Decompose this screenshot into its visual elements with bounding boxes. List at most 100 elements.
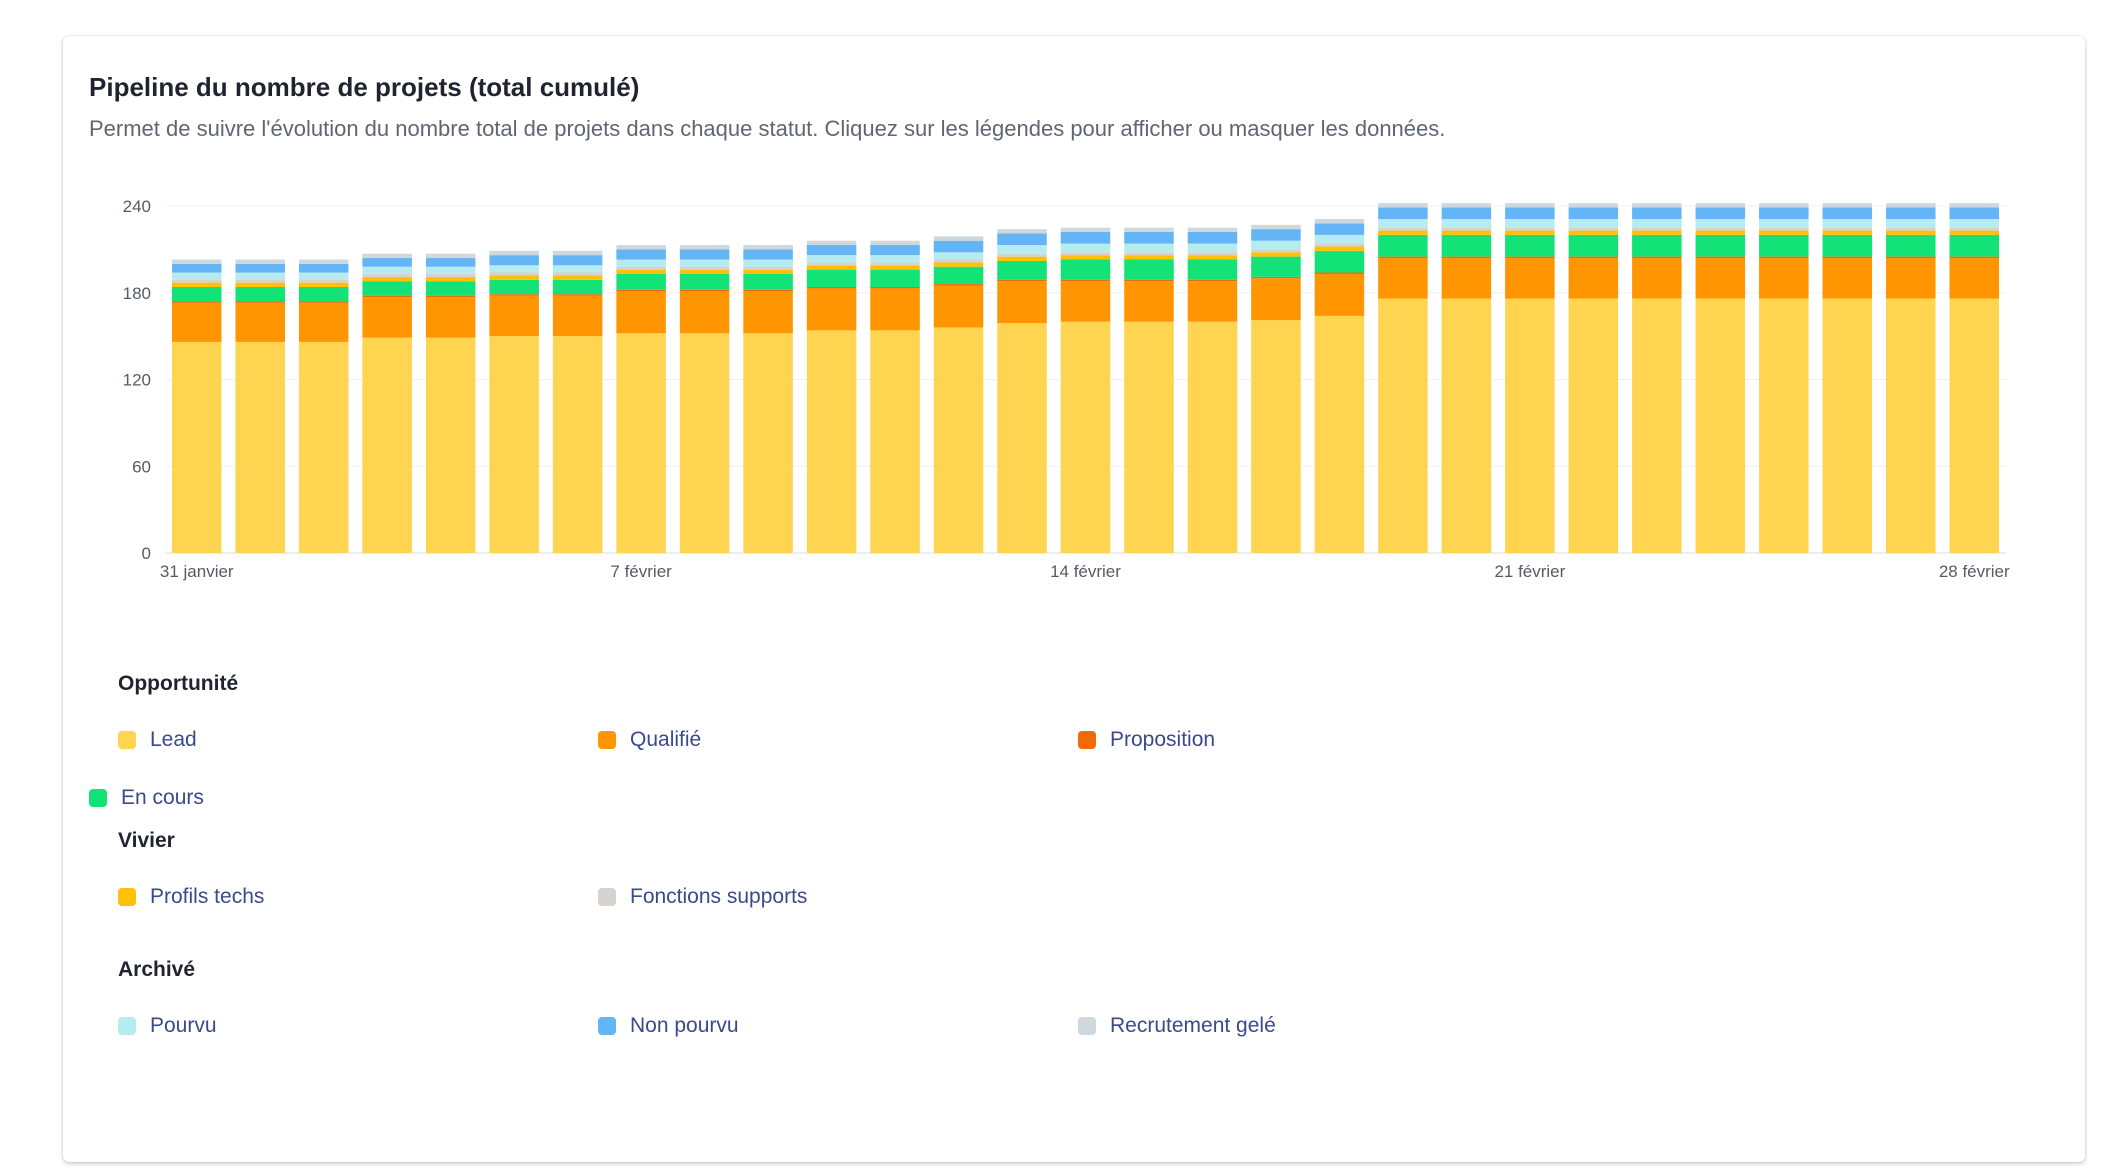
bar-segment-16-2 (1188, 280, 1238, 281)
bar-segment-13-4 (997, 257, 1047, 261)
bar-segment-11-7 (870, 245, 920, 255)
bar-segment-10-4 (807, 265, 857, 269)
bar-segment-2-0 (299, 342, 349, 553)
legend-item-pourvu[interactable]: Pourvu (118, 1014, 217, 1038)
x-tick-label-28: 28 février (1939, 562, 2010, 581)
bar-segment-19-0 (1378, 299, 1428, 553)
bar-segment-11-5 (870, 262, 920, 265)
bar-segment-28-0 (1950, 299, 2000, 553)
bar-segment-28-8 (1950, 203, 2000, 207)
bar-segment-27-3 (1886, 235, 1936, 257)
legend-item-recrutement-gele[interactable]: Recrutement gelé (1078, 1014, 1276, 1038)
bar-segment-27-8 (1886, 203, 1936, 207)
bar-segment-18-1 (1315, 274, 1365, 316)
bar-segment-4-2 (426, 296, 476, 297)
bar-segment-8-3 (680, 274, 730, 290)
legend-item-en-cours[interactable]: En cours (89, 786, 204, 810)
bar-segment-16-6 (1188, 244, 1238, 253)
bar-segment-20-5 (1442, 228, 1492, 231)
bar-segment-19-2 (1378, 257, 1428, 258)
bar-segment-3-1 (362, 297, 412, 337)
bar-segment-23-2 (1632, 257, 1682, 258)
bar-segment-27-6 (1886, 219, 1936, 228)
bar-segment-7-5 (616, 267, 666, 270)
bar-segment-2-7 (299, 264, 349, 273)
bar-segment-20-6 (1442, 219, 1492, 228)
bar-segment-9-2 (743, 290, 793, 291)
bar-segment-27-4 (1886, 231, 1936, 235)
bar-segment-12-6 (934, 252, 984, 259)
bar-segment-11-2 (870, 287, 920, 288)
pipeline-card: Pipeline du nombre de projets (total cum… (63, 36, 2085, 1162)
bar-segment-17-1 (1251, 278, 1301, 320)
bar-segment-25-2 (1759, 257, 1809, 258)
bar-segment-20-1 (1442, 258, 1492, 298)
bar-segment-24-4 (1696, 231, 1746, 235)
legend-label-non-pourvu: Non pourvu (630, 1014, 739, 1038)
bar-segment-7-7 (616, 249, 666, 259)
bar-segment-6-8 (553, 251, 603, 255)
bar-segment-20-0 (1442, 299, 1492, 553)
legend-item-qualifie[interactable]: Qualifié (598, 728, 701, 752)
bar-segment-4-6 (426, 267, 476, 274)
bar-segment-24-2 (1696, 257, 1746, 258)
bar-segment-13-0 (997, 323, 1047, 553)
bar-segment-27-5 (1886, 228, 1936, 231)
bar-segment-13-6 (997, 245, 1047, 254)
bar-segment-19-7 (1378, 207, 1428, 219)
bar-segment-22-5 (1569, 228, 1619, 231)
bar-segment-14-4 (1061, 255, 1111, 259)
bar-segment-25-1 (1759, 258, 1809, 298)
bar-segment-11-6 (870, 255, 920, 262)
bar-segment-1-0 (235, 342, 285, 553)
bar-segment-1-7 (235, 264, 285, 273)
bar-segment-8-5 (680, 267, 730, 270)
bar-segment-5-3 (489, 280, 539, 294)
bar-segment-24-3 (1696, 235, 1746, 257)
bar-segment-27-0 (1886, 299, 1936, 553)
bar-segment-4-4 (426, 277, 476, 281)
bar-segment-18-3 (1315, 251, 1365, 273)
bar-segment-19-4 (1378, 231, 1428, 235)
stacked-bar-chart: 0 60 120 180 240 31 janvier 7 février 14 févrie… (63, 196, 2085, 676)
bar-segment-21-6 (1505, 219, 1555, 228)
legend-swatch-pourvu (118, 1017, 136, 1035)
bar-segment-15-7 (1124, 232, 1174, 244)
x-tick-label-21: 21 février (1494, 562, 1565, 581)
x-tick-label-7: 7 février (610, 562, 672, 581)
bar-segment-7-6 (616, 259, 666, 266)
legend-item-lead[interactable]: Lead (118, 728, 197, 752)
x-tick-label-0: 31 janvier (160, 562, 234, 581)
bar-segment-28-6 (1950, 219, 2000, 228)
bar-segment-28-4 (1950, 231, 2000, 235)
bar-segment-23-8 (1632, 203, 1682, 207)
bar-segment-0-2 (172, 301, 222, 302)
bar-segment-21-0 (1505, 299, 1555, 553)
bar-segment-26-8 (1823, 203, 1873, 207)
bar-segment-8-8 (680, 245, 730, 249)
bar-segment-22-6 (1569, 219, 1619, 228)
legend-label-proposition: Proposition (1110, 728, 1215, 752)
bar-segment-17-0 (1251, 320, 1301, 553)
bar-segment-1-6 (235, 273, 285, 280)
legend-item-proposition[interactable]: Proposition (1078, 728, 1215, 752)
bar-segment-3-4 (362, 277, 412, 281)
bar-segment-15-0 (1124, 322, 1174, 553)
bar-segment-12-3 (934, 267, 984, 284)
legend-swatch-recrutement-gele (1078, 1017, 1096, 1035)
legend-item-profils-techs[interactable]: Profils techs (118, 885, 264, 909)
legend-item-fonctions-supports[interactable]: Fonctions supports (598, 885, 807, 909)
bar-segment-3-7 (362, 258, 412, 267)
bar-segment-20-7 (1442, 207, 1492, 219)
legend-item-non-pourvu[interactable]: Non pourvu (598, 1014, 739, 1038)
chart-subtitle: Permet de suivre l'évolution du nombre t… (89, 116, 1445, 142)
bar-segment-18-2 (1315, 273, 1365, 274)
bar-segment-5-8 (489, 251, 539, 255)
bar-segment-27-2 (1886, 257, 1936, 258)
bar-segment-22-1 (1569, 258, 1619, 298)
legend-group-title-archive: Archivé (118, 958, 195, 982)
bar-segment-13-2 (997, 280, 1047, 281)
bar-segment-26-7 (1823, 207, 1873, 219)
bar-segment-16-0 (1188, 322, 1238, 553)
bar-segment-14-6 (1061, 244, 1111, 253)
